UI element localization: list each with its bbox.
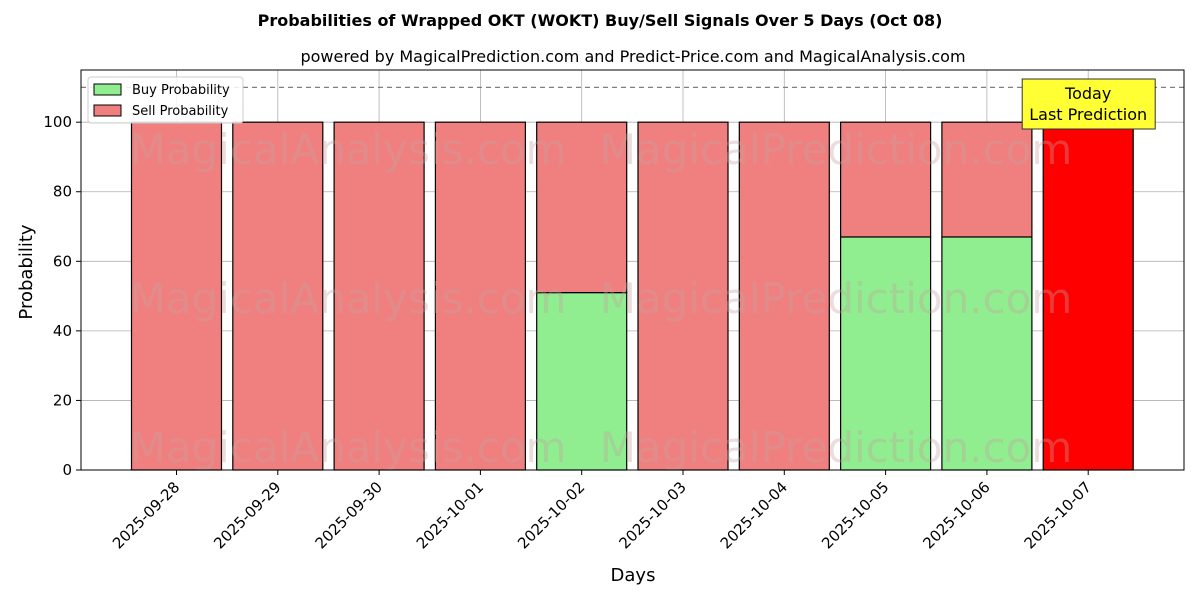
x-tick-label: 2025-10-03	[615, 478, 689, 552]
y-tick-label: 40	[53, 322, 72, 340]
annotation-box	[1021, 78, 1156, 130]
y-tick-label: 60	[53, 252, 72, 270]
watermark-text: MagicalAnalysis.com	[130, 423, 567, 472]
x-tick-label: 2025-10-07	[1021, 478, 1095, 552]
watermark-text: MagicalPrediction.com	[600, 423, 1073, 472]
watermark-text: MagicalAnalysis.com	[130, 125, 567, 174]
bars	[130, 121, 1134, 471]
sell-bar	[941, 121, 1033, 238]
watermark-text: MagicalPrediction.com	[600, 125, 1073, 174]
x-tick-label: 2025-10-06	[919, 478, 993, 552]
annotation-text: Today	[1064, 84, 1111, 103]
sell-bar	[839, 121, 932, 238]
y-axis: 0 20 40 60 80 100	[43, 113, 81, 479]
x-axis: 2025-09-28 2025-09-29 2025-09-30 2025-10-01…	[109, 470, 1095, 552]
watermark-text: MagicalPrediction.com	[600, 274, 1073, 323]
sell-bar	[1042, 121, 1134, 471]
plot-frame	[80, 69, 1185, 471]
watermark-text: MagicalAnalysis.com	[130, 274, 567, 323]
sell-bar	[130, 121, 223, 471]
x-tick-label: 2025-10-04	[717, 478, 791, 552]
legend-label: Buy Probability	[132, 83, 230, 98]
legend-box	[87, 76, 244, 124]
chart-subtitle: powered by MagicalPrediction.com and Pre…	[300, 47, 965, 66]
sell-bar	[536, 121, 628, 294]
buy-bar	[536, 292, 628, 471]
watermarks: MagicalAnalysis.com MagicalPrediction.com…	[130, 125, 1073, 472]
today-annotation: Today Last Prediction	[1021, 78, 1156, 130]
x-tick-label: 2025-10-01	[413, 478, 487, 552]
annotation-text: Last Prediction	[1029, 105, 1147, 124]
buy-bar	[941, 236, 1033, 471]
x-tick-label: 2025-09-28	[109, 478, 183, 552]
y-tick-label: 20	[53, 391, 72, 409]
y-axis-label: Probability	[16, 224, 37, 319]
x-tick-label: 2025-10-05	[818, 478, 892, 552]
x-tick-label: 2025-09-30	[312, 478, 386, 552]
y-tick-label: 100	[43, 113, 72, 131]
legend-swatch	[93, 104, 122, 117]
x-tick-label: 2025-09-29	[210, 478, 284, 552]
x-tick-label: 2025-10-02	[514, 478, 588, 552]
chart-title: Probabilities of Wrapped OKT (WOKT) Buy/…	[258, 11, 943, 30]
legend-swatch	[93, 83, 122, 96]
y-tick-label: 0	[62, 461, 72, 479]
buy-bar	[839, 236, 932, 471]
legend: Buy Probability Sell Probability	[87, 76, 244, 124]
y-tick-label: 80	[53, 183, 72, 201]
x-axis-label: Days	[611, 565, 656, 586]
legend-label: Sell Probability	[132, 104, 229, 119]
sell-bar	[637, 121, 729, 471]
sell-bar	[434, 121, 526, 471]
